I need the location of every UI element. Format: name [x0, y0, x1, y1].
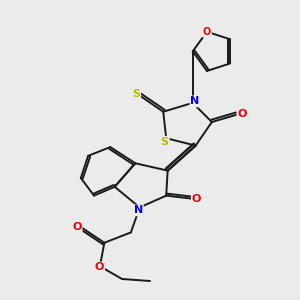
Text: N: N [190, 96, 200, 106]
Text: O: O [203, 27, 211, 37]
Text: S: S [161, 137, 169, 147]
Text: O: O [95, 262, 104, 272]
Text: O: O [238, 109, 247, 119]
Text: O: O [192, 194, 201, 204]
Text: N: N [134, 206, 143, 215]
Text: S: S [132, 89, 140, 99]
Text: O: O [72, 222, 82, 232]
